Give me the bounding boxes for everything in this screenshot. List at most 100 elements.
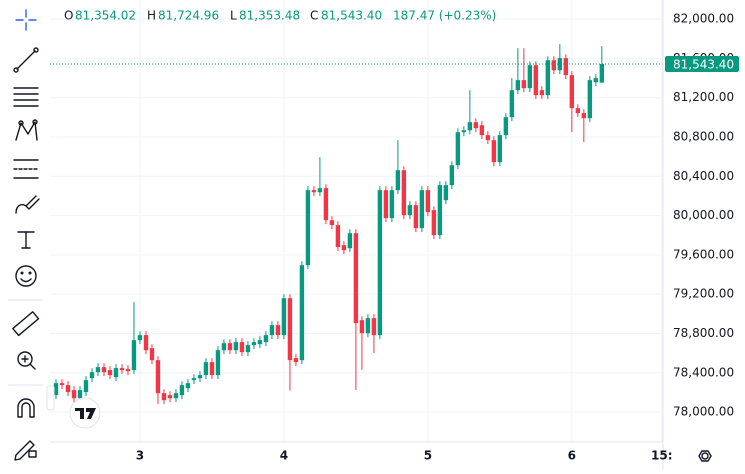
x-tick-label: 15: [651, 449, 673, 463]
candle-body [587, 80, 593, 119]
candle-body [161, 393, 167, 401]
trend-line-tool[interactable] [13, 47, 39, 73]
candle-body [221, 343, 227, 351]
candle-body [503, 117, 509, 136]
x-tick-label: 3 [136, 449, 144, 463]
candles [50, 44, 663, 405]
y-tick-label: 78,400.00 [673, 365, 734, 379]
measure-tool[interactable] [12, 311, 40, 337]
candle-body [557, 58, 563, 71]
y-tick-label: 78,800.00 [673, 326, 734, 340]
candle-body [257, 340, 263, 345]
prediction-tool[interactable] [13, 159, 39, 179]
high-label: H [147, 9, 156, 23]
close-label: C [310, 9, 318, 23]
icon-tool[interactable] [15, 265, 37, 287]
candle-body [107, 370, 113, 376]
last-price-tag [665, 56, 739, 73]
candle-body [311, 190, 317, 193]
settings-button[interactable] [698, 450, 712, 462]
open-label: O [64, 9, 73, 23]
candle-body [521, 80, 527, 89]
candle-body [233, 342, 239, 351]
candle-body [227, 343, 233, 351]
pattern-tool[interactable] [15, 119, 38, 141]
candle-body [419, 190, 425, 229]
candle-body [299, 265, 305, 361]
candle-body [539, 90, 545, 96]
close-value: 81,543.40 [321, 9, 382, 23]
grid [50, 0, 663, 442]
y-tick-label: 79,600.00 [673, 247, 734, 261]
candle-body [437, 185, 443, 236]
y-tick-label: 82,000.00 [673, 12, 734, 26]
candle-body [527, 65, 533, 89]
brush-tool[interactable] [15, 195, 40, 214]
candle-body [383, 190, 389, 219]
y-tick-label: 80,000.00 [673, 208, 734, 222]
candle-body [281, 298, 287, 336]
candle-body [137, 335, 143, 341]
candle-body [491, 140, 497, 163]
candle-body [305, 190, 311, 266]
candle-body [131, 340, 137, 371]
candle-body [599, 64, 605, 83]
candle-body [95, 367, 101, 373]
candle-body [347, 233, 353, 249]
candle-body [401, 170, 407, 216]
candle-body [185, 383, 191, 389]
collapse-toolbar[interactable] [46, 385, 55, 411]
candle-body [479, 125, 485, 136]
zoom-tool[interactable] [17, 351, 36, 370]
candle-body [167, 395, 173, 399]
y-tick-label: 80,400.00 [673, 169, 734, 183]
logo [69, 397, 101, 429]
candle-body [389, 190, 395, 219]
candle-body [407, 205, 413, 216]
candle-body [203, 362, 209, 376]
candle-body [413, 205, 419, 229]
magnet-tool[interactable] [17, 398, 35, 418]
candle-body [431, 210, 437, 236]
candle-body [251, 342, 257, 346]
candle-body [449, 165, 455, 186]
candle-body [317, 188, 323, 193]
candle-body [113, 368, 119, 378]
x-tick-label: 4 [280, 449, 288, 463]
y-tick-label: 78,000.00 [673, 405, 734, 419]
candle-body [263, 335, 269, 343]
candle-body [173, 393, 179, 399]
candle-body [53, 383, 59, 396]
candle-body [371, 318, 377, 336]
text-tool[interactable] [17, 231, 35, 249]
candle-body [473, 122, 479, 129]
candle-body [563, 58, 569, 76]
candle-body [353, 233, 359, 324]
candle-body [551, 60, 557, 71]
candle-body [191, 378, 197, 381]
candle-body [101, 367, 107, 373]
candle-body [83, 380, 89, 393]
candle-body [293, 358, 299, 363]
lock-drawings-tool[interactable] [14, 440, 37, 461]
change-value: 187.47 (+0.23%) [393, 9, 496, 23]
x-tick-label: 5 [424, 449, 432, 463]
candle-body [467, 122, 473, 131]
crosshair-tool[interactable] [15, 9, 37, 31]
candle-body [269, 325, 275, 336]
candle-body [533, 65, 539, 96]
last-price-label: 81,543.40 [673, 58, 734, 72]
candle-body [179, 385, 185, 396]
candle-body [65, 385, 71, 393]
candle-body [569, 75, 575, 109]
fib-tool[interactable] [13, 87, 39, 107]
candle-body [443, 185, 449, 201]
candle-body [329, 220, 335, 226]
candle-body [125, 369, 131, 372]
candle-body [377, 190, 383, 336]
candle-body [209, 362, 215, 376]
candle-body [395, 170, 401, 191]
low-label: L [230, 9, 237, 23]
open-value: 81,354.02 [75, 9, 136, 23]
